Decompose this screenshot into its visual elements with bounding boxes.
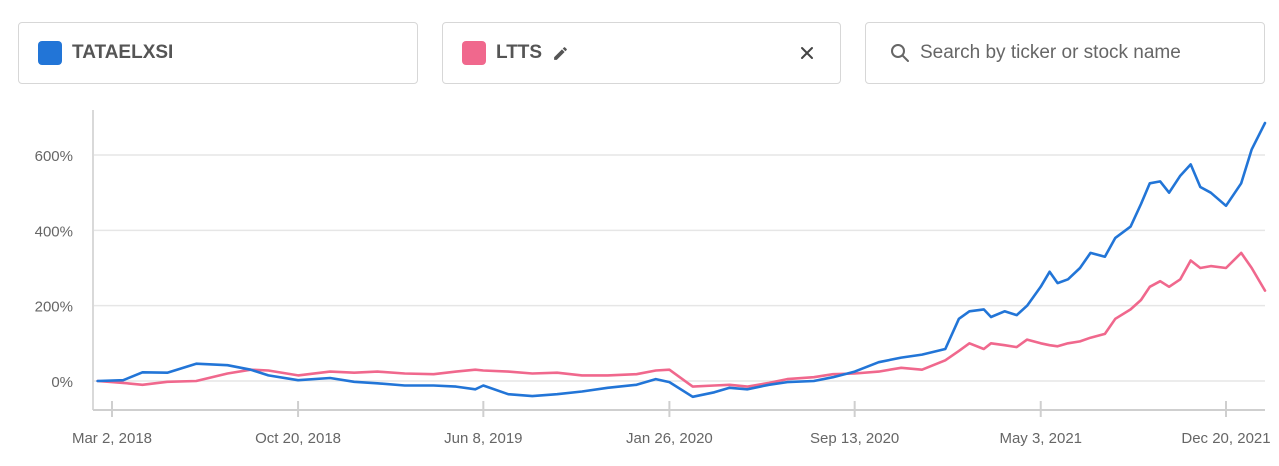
- stock-search-box[interactable]: [865, 22, 1265, 84]
- x-tick-label: Jan 26, 2020: [626, 430, 713, 447]
- close-icon: [801, 47, 813, 59]
- x-tick-label: Dec 20, 2021: [1181, 430, 1270, 447]
- x-tick-label: Sep 13, 2020: [810, 430, 899, 447]
- x-tick-label: May 3, 2021: [999, 430, 1082, 447]
- y-tick-label: 200%: [35, 299, 73, 316]
- x-tick-label: Oct 20, 2018: [255, 430, 341, 447]
- y-tick-label: 0%: [51, 374, 73, 391]
- series-line-tataelxsi: [96, 121, 1267, 399]
- x-tick-label: Jun 8, 2019: [444, 430, 522, 447]
- comparison-line-chart: 0% 200% 400% 600% Mar 2, 2018 Oct 20, 2018 Ju…: [35, 110, 1271, 447]
- chart-gridlines: [93, 154, 1265, 382]
- stock-selector-ltts[interactable]: LTTS: [442, 22, 841, 84]
- remove-stock-button[interactable]: [796, 42, 818, 64]
- ticker-label-tataelxsi: TATAELXSI: [72, 42, 174, 63]
- search-icon: [891, 44, 909, 62]
- x-tick-label: Mar 2, 2018: [72, 430, 152, 447]
- series-line-ltts: [96, 251, 1267, 388]
- color-swatch-tataelxsi[interactable]: [38, 41, 62, 65]
- y-tick-label: 600%: [35, 148, 73, 165]
- chart-series: [96, 121, 1267, 399]
- color-swatch-ltts[interactable]: [462, 41, 486, 65]
- x-axis-ticks: Mar 2, 2018 Oct 20, 2018 Jun 8, 2019 Jan 26…: [72, 401, 1271, 447]
- ticker-label-ltts: LTTS: [496, 42, 543, 63]
- y-axis-ticks: 0% 200% 400% 600%: [35, 148, 73, 391]
- stock-selector-tataelxsi[interactable]: TATAELXSI: [18, 22, 418, 84]
- pencil-icon[interactable]: [552, 45, 569, 62]
- search-input[interactable]: [920, 42, 1250, 64]
- y-tick-label: 400%: [35, 223, 73, 240]
